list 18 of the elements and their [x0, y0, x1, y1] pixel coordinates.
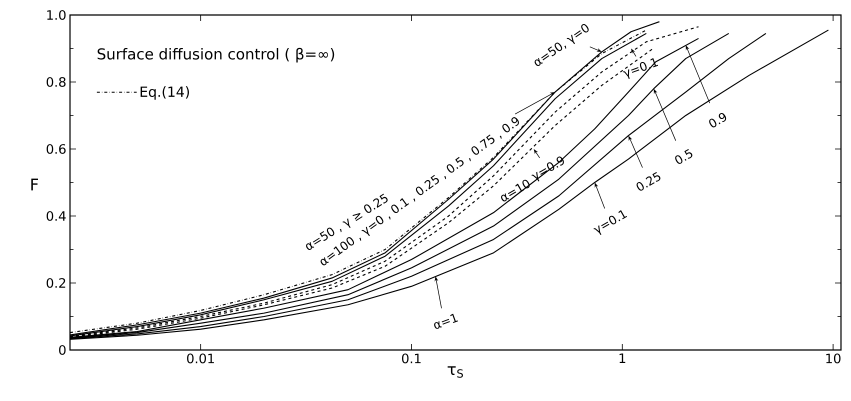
- annotation: 0.9: [709, 113, 726, 128]
- y-tick-label: 0.8: [46, 77, 66, 87]
- x-tick-label: 0.1: [402, 354, 421, 364]
- y-tick-label: 0.4: [46, 211, 66, 221]
- y-tick-label: 1.0: [47, 10, 66, 20]
- annotation: 0.25: [636, 172, 660, 191]
- y-tick-label: 0.2: [46, 278, 66, 288]
- y-axis-title: F: [31, 178, 38, 190]
- annotation: Surface diffusion control ( β=∞): [98, 48, 334, 62]
- y-tick-label: 0.6: [46, 144, 66, 154]
- annotation: 0.5: [675, 148, 692, 164]
- x-tick-label: 10: [826, 354, 840, 364]
- x-tick-label: 1: [620, 354, 626, 363]
- legend-label: Eq.(14): [140, 86, 189, 100]
- x-axis-title: τ$_{S}$: [448, 366, 463, 378]
- x-tick-label: 0.01: [187, 354, 214, 364]
- annotation: α=1: [434, 314, 458, 329]
- y-tick-label: 0: [59, 345, 66, 355]
